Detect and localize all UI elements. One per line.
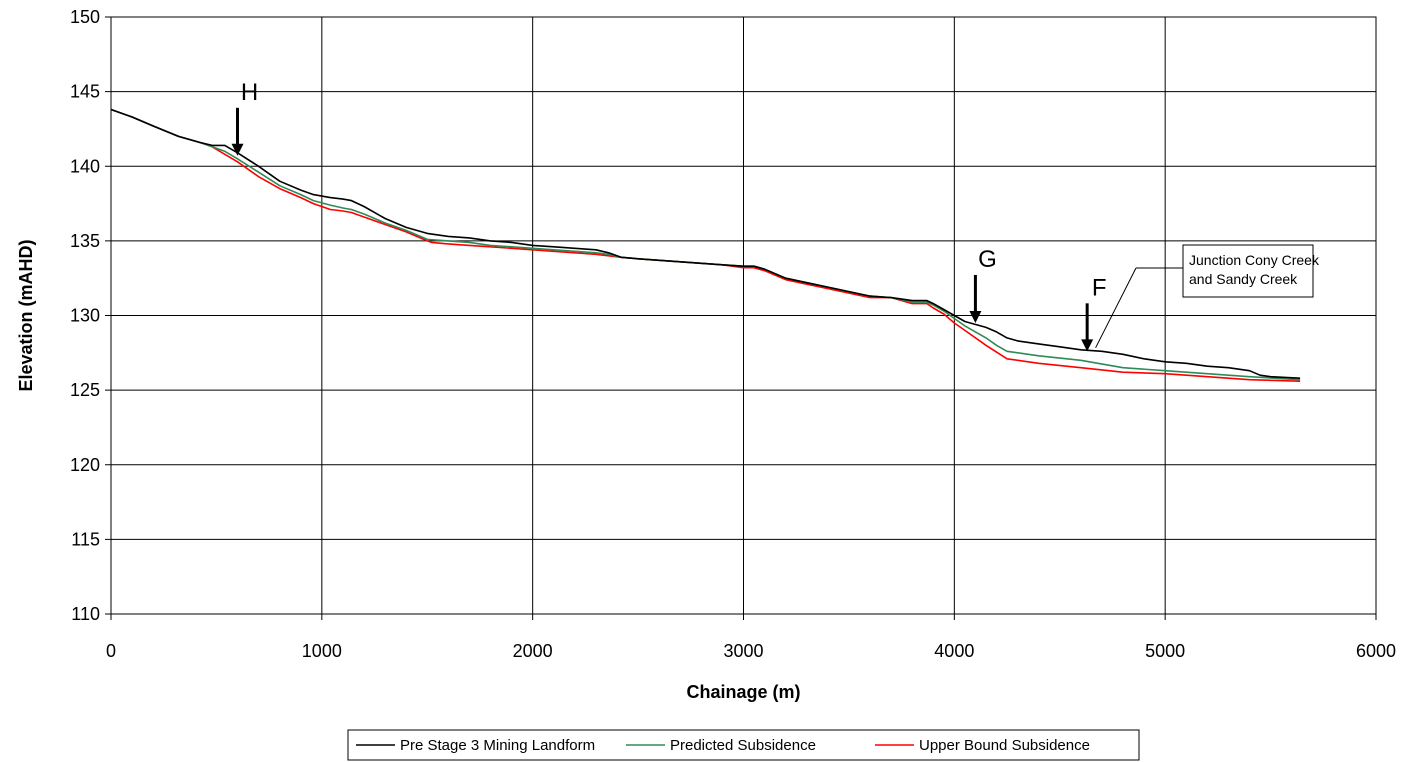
marker-arrowhead xyxy=(969,310,982,323)
series-line-pre-stage-3-mining-landform xyxy=(110,108,1301,379)
callout: Junction Cony Creek and Sandy Creek xyxy=(1095,244,1320,349)
x-tick-label: 2000 xyxy=(513,641,553,661)
marker-label-h: H xyxy=(241,79,258,106)
y-tick-label: 150 xyxy=(70,7,100,27)
x-tick-label: 4000 xyxy=(934,641,974,661)
y-tick-label: 130 xyxy=(70,306,100,326)
x-tick-label: 6000 xyxy=(1356,641,1396,661)
grid-lines xyxy=(110,16,1377,615)
y-tick-label: 135 xyxy=(70,231,100,251)
callout-text-line: and Sandy Creek xyxy=(1189,271,1298,287)
series-group xyxy=(110,108,1301,382)
x-axis-title: Chainage (m) xyxy=(686,682,800,702)
y-tick-label: 120 xyxy=(70,455,100,475)
x-tick-label: 3000 xyxy=(723,641,763,661)
y-axis-title: Elevation (mAHD) xyxy=(16,239,36,391)
plot-frame xyxy=(110,16,1377,615)
legend-label: Pre Stage 3 Mining Landform xyxy=(400,737,595,754)
x-tick-label: 1000 xyxy=(302,641,342,661)
marker-arrowhead xyxy=(231,143,244,156)
legend: Pre Stage 3 Mining Landform Predicted Sub… xyxy=(347,729,1140,761)
legend-label: Upper Bound Subsidence xyxy=(919,737,1090,754)
marker-label-g: G xyxy=(978,246,997,273)
annotation-group: H G F xyxy=(231,79,1107,352)
y-tick-label: 140 xyxy=(70,156,100,176)
x-tick-label: 5000 xyxy=(1145,641,1185,661)
tick-labels: 110 115 120 125 130 135 140 145 150 0 1000 2000 3000… xyxy=(70,7,1396,661)
legend-box xyxy=(347,729,1140,761)
callout-text-line: Junction Cony Creek xyxy=(1189,252,1320,268)
callout-box xyxy=(1182,244,1314,298)
series-line-predicted-subsidence xyxy=(110,108,1301,381)
x-tick-label: 0 xyxy=(106,641,116,661)
legend-label: Predicted Subsidence xyxy=(670,737,816,754)
y-tick-label: 110 xyxy=(71,604,100,624)
series-line-upper-bound-subsidence xyxy=(110,108,1301,382)
callout-leader xyxy=(1095,267,1137,349)
marker-arrowhead xyxy=(1081,339,1094,352)
y-tick-label: 125 xyxy=(70,380,100,400)
marker-label-f: F xyxy=(1092,274,1107,301)
y-tick-label: 115 xyxy=(71,529,100,549)
y-tick-label: 145 xyxy=(70,82,100,102)
